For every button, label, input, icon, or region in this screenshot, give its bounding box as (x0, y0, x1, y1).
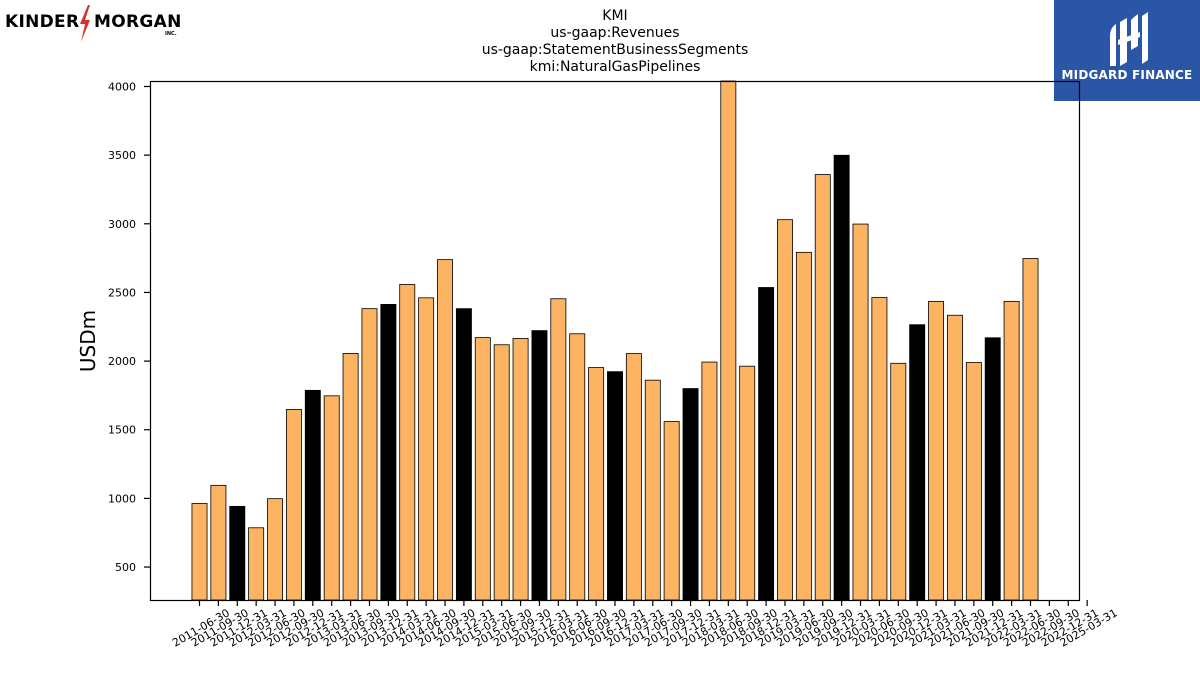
chart-title-line-2: us-gaap:Revenues (550, 25, 680, 41)
chart-title-line-1: KMI (602, 8, 628, 24)
bar-30 (758, 287, 775, 601)
y-tick-label-0: 500 (115, 561, 136, 574)
bar-33 (814, 174, 831, 601)
bar-0 (191, 503, 208, 601)
y-tick-label-6: 3500 (108, 149, 136, 162)
midgard-finance-logo-text: MIDGARD FINANCE (1061, 68, 1193, 82)
bar-29 (739, 365, 756, 601)
bar-23 (625, 353, 642, 601)
bar-1 (210, 484, 227, 601)
bar-19 (550, 298, 567, 601)
bar-32 (795, 251, 812, 601)
y-tick-label-3: 2000 (108, 355, 136, 368)
bar-14 (455, 308, 472, 601)
bar-38 (909, 324, 926, 601)
bar-37 (890, 362, 907, 601)
bar-35 (852, 223, 869, 601)
bar-42 (984, 337, 1001, 601)
bar-3 (248, 527, 265, 601)
kinder-morgan-logo: KINDER MORGAN INC. (5, 4, 182, 44)
bar-36 (871, 297, 888, 601)
bar-7 (323, 395, 340, 601)
bar-18 (531, 330, 548, 601)
bar-40 (947, 314, 963, 601)
bar-26 (682, 388, 699, 601)
bar-24 (644, 379, 661, 601)
kinder-morgan-logo-text-kinder: KINDER (5, 12, 80, 32)
bar-28 (720, 80, 737, 601)
bar-6 (304, 389, 321, 601)
y-tick-label-2: 1500 (108, 424, 136, 437)
bar-27 (701, 361, 718, 601)
bar-41 (965, 362, 982, 601)
bar-5 (285, 409, 302, 601)
bar-series (191, 80, 1039, 601)
y-axis-label: USDm (76, 310, 100, 372)
bar-44 (1022, 258, 1039, 601)
bar-21 (588, 367, 605, 601)
bar-10 (380, 303, 397, 601)
bar-2 (229, 505, 246, 601)
bar-25 (663, 421, 680, 601)
lightning-bolt-icon (80, 5, 90, 42)
bar-31 (777, 219, 793, 601)
midgard-emblem-icon (1110, 12, 1148, 66)
bar-39 (928, 300, 945, 601)
bar-15 (474, 337, 491, 601)
bar-17 (512, 338, 529, 601)
y-tick-label-1: 1000 (108, 492, 136, 505)
y-tick-label-4: 2500 (108, 286, 136, 299)
bar-9 (361, 308, 378, 601)
bar-4 (267, 498, 283, 601)
bar-12 (418, 297, 435, 601)
chart-title-line-3: us-gaap:StatementBusinessSegments (481, 42, 749, 58)
y-tick-label-7: 4000 (108, 80, 136, 93)
y-axis: 500 1000 1500 2000 2500 3000 3500 4000 (108, 80, 150, 574)
bar-13 (437, 259, 453, 601)
chart-title-line-4: kmi:NaturalGasPipelines (529, 59, 701, 75)
bar-16 (493, 344, 510, 601)
kinder-morgan-logo-text-morgan: MORGAN (94, 12, 182, 32)
bar-20 (569, 333, 586, 601)
y-tick-label-5: 3000 (108, 218, 136, 231)
midgard-finance-logo: MIDGARD FINANCE (1054, 0, 1200, 101)
x-axis: 2011-06-302011-09-302011-12-312012-03-31… (170, 600, 1120, 650)
bar-8 (342, 353, 359, 601)
bar-43 (1003, 300, 1020, 601)
bar-22 (607, 371, 623, 601)
kinder-morgan-logo-inc: INC. (165, 31, 177, 37)
bar-11 (399, 284, 416, 601)
bar-34 (833, 154, 850, 601)
